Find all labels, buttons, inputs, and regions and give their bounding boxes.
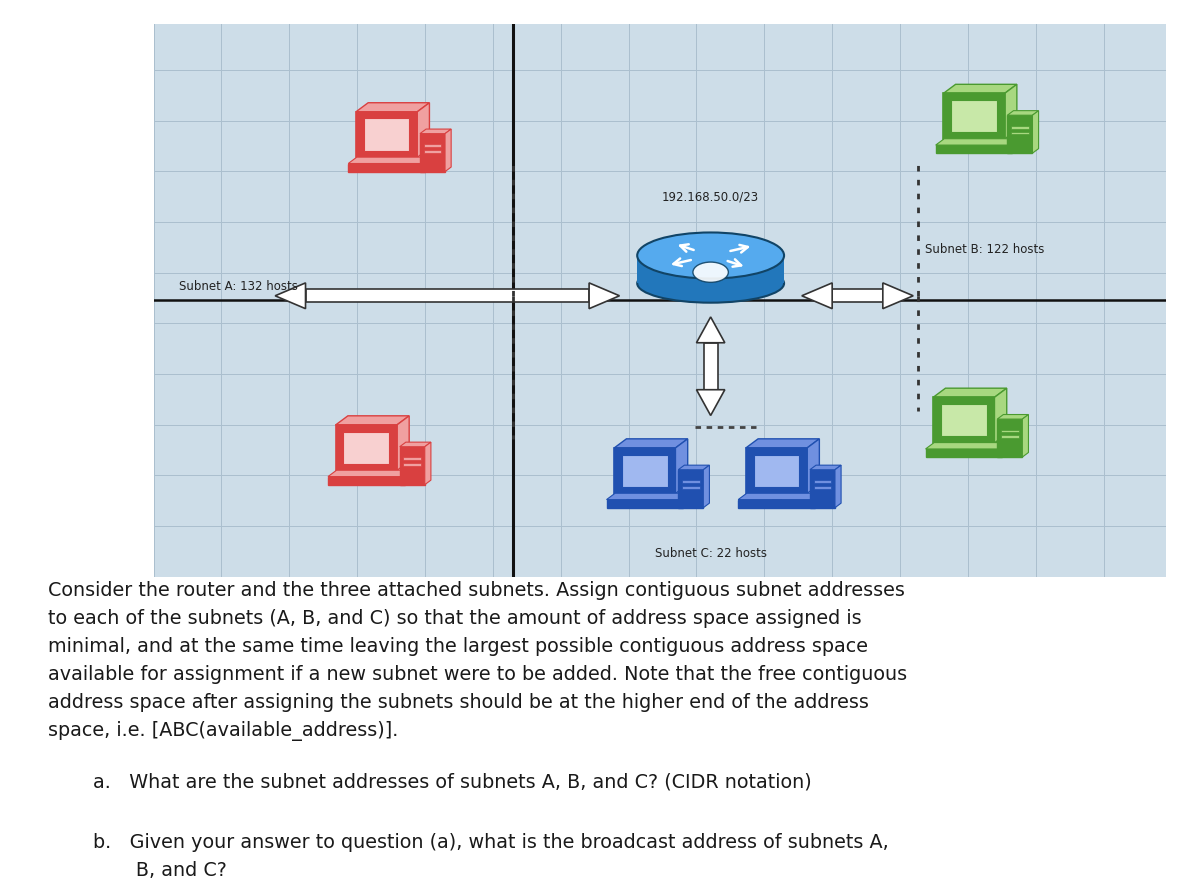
Bar bbox=[682, 486, 700, 489]
Bar bbox=[952, 100, 997, 132]
Polygon shape bbox=[420, 129, 451, 133]
Polygon shape bbox=[738, 493, 823, 500]
Bar bbox=[925, 449, 1002, 457]
Polygon shape bbox=[997, 415, 1028, 419]
Ellipse shape bbox=[637, 232, 784, 279]
Bar bbox=[400, 447, 425, 485]
Polygon shape bbox=[400, 443, 431, 447]
Polygon shape bbox=[614, 439, 688, 448]
Polygon shape bbox=[589, 283, 619, 308]
Polygon shape bbox=[425, 157, 433, 172]
Polygon shape bbox=[404, 470, 413, 485]
Polygon shape bbox=[336, 416, 409, 425]
Bar bbox=[754, 454, 799, 487]
Bar bbox=[678, 469, 703, 508]
Bar bbox=[403, 463, 421, 466]
Text: Consider the router and the three attached subnets. Assign contiguous subnet add: Consider the router and the three attach… bbox=[48, 581, 907, 741]
Polygon shape bbox=[1032, 111, 1038, 153]
Polygon shape bbox=[348, 157, 433, 164]
Polygon shape bbox=[683, 493, 691, 508]
Bar bbox=[420, 133, 445, 172]
Polygon shape bbox=[606, 493, 691, 500]
Polygon shape bbox=[425, 443, 431, 485]
Bar bbox=[810, 469, 835, 508]
Polygon shape bbox=[802, 283, 832, 308]
Bar bbox=[328, 477, 404, 485]
Polygon shape bbox=[275, 283, 306, 308]
Bar bbox=[362, 470, 371, 477]
Bar bbox=[364, 118, 409, 151]
Polygon shape bbox=[418, 103, 430, 157]
Polygon shape bbox=[883, 283, 913, 308]
Bar bbox=[814, 486, 832, 489]
Bar bbox=[424, 150, 442, 153]
Bar bbox=[738, 500, 815, 508]
Bar bbox=[997, 419, 1022, 457]
Bar bbox=[941, 404, 986, 436]
Text: 192.168.50.0/23: 192.168.50.0/23 bbox=[662, 190, 760, 204]
Bar bbox=[934, 397, 995, 443]
Bar bbox=[637, 256, 784, 283]
Bar bbox=[1001, 430, 1019, 433]
Bar bbox=[641, 493, 649, 500]
Text: b.   Given your answer to question (a), what is the broadcast address of subnets: b. Given your answer to question (a), wh… bbox=[92, 833, 888, 881]
Polygon shape bbox=[835, 465, 841, 508]
Bar bbox=[1007, 115, 1032, 153]
Bar bbox=[936, 145, 1013, 153]
Polygon shape bbox=[703, 465, 709, 508]
Polygon shape bbox=[676, 439, 688, 493]
Polygon shape bbox=[810, 465, 841, 469]
Polygon shape bbox=[678, 465, 709, 469]
Bar bbox=[348, 164, 425, 172]
Text: Subnet A: 132 hosts: Subnet A: 132 hosts bbox=[179, 280, 298, 293]
Bar bbox=[814, 480, 832, 483]
Polygon shape bbox=[1002, 443, 1010, 457]
Bar bbox=[343, 432, 389, 464]
Bar bbox=[960, 443, 968, 449]
Bar bbox=[383, 157, 391, 164]
Bar bbox=[1012, 126, 1028, 129]
Polygon shape bbox=[815, 493, 823, 508]
Polygon shape bbox=[1004, 84, 1016, 139]
Bar bbox=[703, 342, 718, 390]
Bar bbox=[773, 493, 781, 500]
Text: a.   What are the subnet addresses of subnets A, B, and C? (CIDR notation): a. What are the subnet addresses of subn… bbox=[92, 772, 811, 791]
Bar bbox=[1001, 435, 1019, 438]
Polygon shape bbox=[696, 317, 725, 342]
Polygon shape bbox=[936, 139, 1021, 145]
Bar bbox=[606, 500, 683, 508]
Polygon shape bbox=[995, 388, 1007, 443]
Text: Subnet B: 122 hosts: Subnet B: 122 hosts bbox=[925, 243, 1045, 257]
Polygon shape bbox=[445, 129, 451, 172]
Bar bbox=[403, 458, 421, 460]
Bar bbox=[1012, 131, 1028, 134]
Bar bbox=[356, 112, 418, 157]
Bar bbox=[336, 425, 397, 470]
Bar bbox=[682, 480, 700, 483]
Polygon shape bbox=[1022, 415, 1028, 457]
Bar bbox=[614, 448, 676, 493]
Ellipse shape bbox=[637, 264, 784, 303]
Ellipse shape bbox=[692, 262, 728, 283]
Polygon shape bbox=[934, 388, 1007, 397]
Bar bbox=[746, 448, 808, 493]
Bar bbox=[424, 144, 442, 147]
Polygon shape bbox=[306, 290, 589, 302]
Polygon shape bbox=[832, 290, 883, 302]
Polygon shape bbox=[746, 439, 820, 448]
Polygon shape bbox=[808, 439, 820, 493]
Polygon shape bbox=[696, 390, 725, 416]
Text: Subnet C: 22 hosts: Subnet C: 22 hosts bbox=[655, 547, 767, 560]
Polygon shape bbox=[397, 416, 409, 470]
Polygon shape bbox=[925, 443, 1010, 449]
Polygon shape bbox=[328, 470, 413, 477]
Polygon shape bbox=[943, 84, 1016, 94]
Bar bbox=[943, 94, 1004, 139]
Bar bbox=[622, 454, 667, 487]
Polygon shape bbox=[1013, 139, 1021, 153]
Polygon shape bbox=[1007, 111, 1038, 115]
Bar bbox=[970, 139, 978, 145]
Polygon shape bbox=[356, 103, 430, 112]
